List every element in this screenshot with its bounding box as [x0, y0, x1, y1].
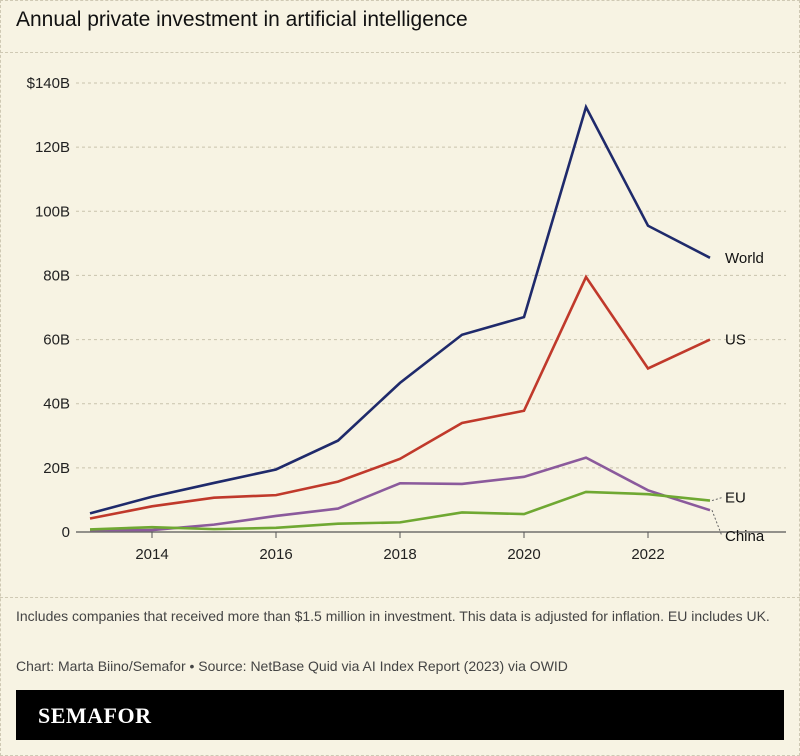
chart-credit: Chart: Marta Biino/Semafor • Source: Net… — [16, 658, 568, 674]
series-line-world — [89, 103, 711, 515]
series-line-eu — [89, 490, 711, 531]
series-labels: World US China EU — [711, 250, 765, 545]
footer-divider — [0, 597, 800, 598]
x-tick-label-2018: 2018 — [383, 546, 416, 563]
leader-line-china — [711, 510, 723, 537]
y-axis-tick-labels: 0 20B 40B 60B 80B 100B 120B $140B — [27, 75, 70, 541]
y-tick-label-20: 20B — [43, 460, 70, 477]
series-line-us — [89, 274, 711, 520]
y-tick-label-80: 80B — [43, 267, 70, 284]
chart-title: Annual private investment in artificial … — [16, 8, 468, 31]
series-label-china: China — [725, 528, 765, 545]
title-divider — [0, 52, 800, 53]
semafor-logo: SEMAFOR — [38, 703, 152, 728]
series-label-eu: EU — [725, 490, 746, 507]
x-axis-tick-labels: 2014 2016 2018 2020 2022 — [135, 546, 664, 563]
y-tick-label-40: 40B — [43, 396, 70, 413]
series-lines — [89, 103, 711, 532]
grid-lines — [76, 82, 786, 538]
y-tick-label-100: 100B — [35, 203, 70, 220]
x-tick-label-2016: 2016 — [259, 546, 292, 563]
y-tick-label-140: $140B — [27, 75, 70, 92]
brand-bar: SEMAFOR — [16, 690, 784, 740]
x-tick-label-2014: 2014 — [135, 546, 168, 563]
series-line-china — [90, 456, 711, 532]
chart-note: Includes companies that received more th… — [16, 608, 770, 624]
y-tick-label-120: 120B — [35, 139, 70, 156]
x-tick-label-2022: 2022 — [631, 546, 664, 563]
series-label-us: US — [725, 332, 746, 349]
series-label-world: World — [725, 250, 764, 267]
leader-line-eu — [711, 497, 723, 502]
y-tick-label-60: 60B — [43, 332, 70, 349]
x-tick-label-2020: 2020 — [507, 546, 540, 563]
y-tick-label-0: 0 — [62, 524, 70, 541]
